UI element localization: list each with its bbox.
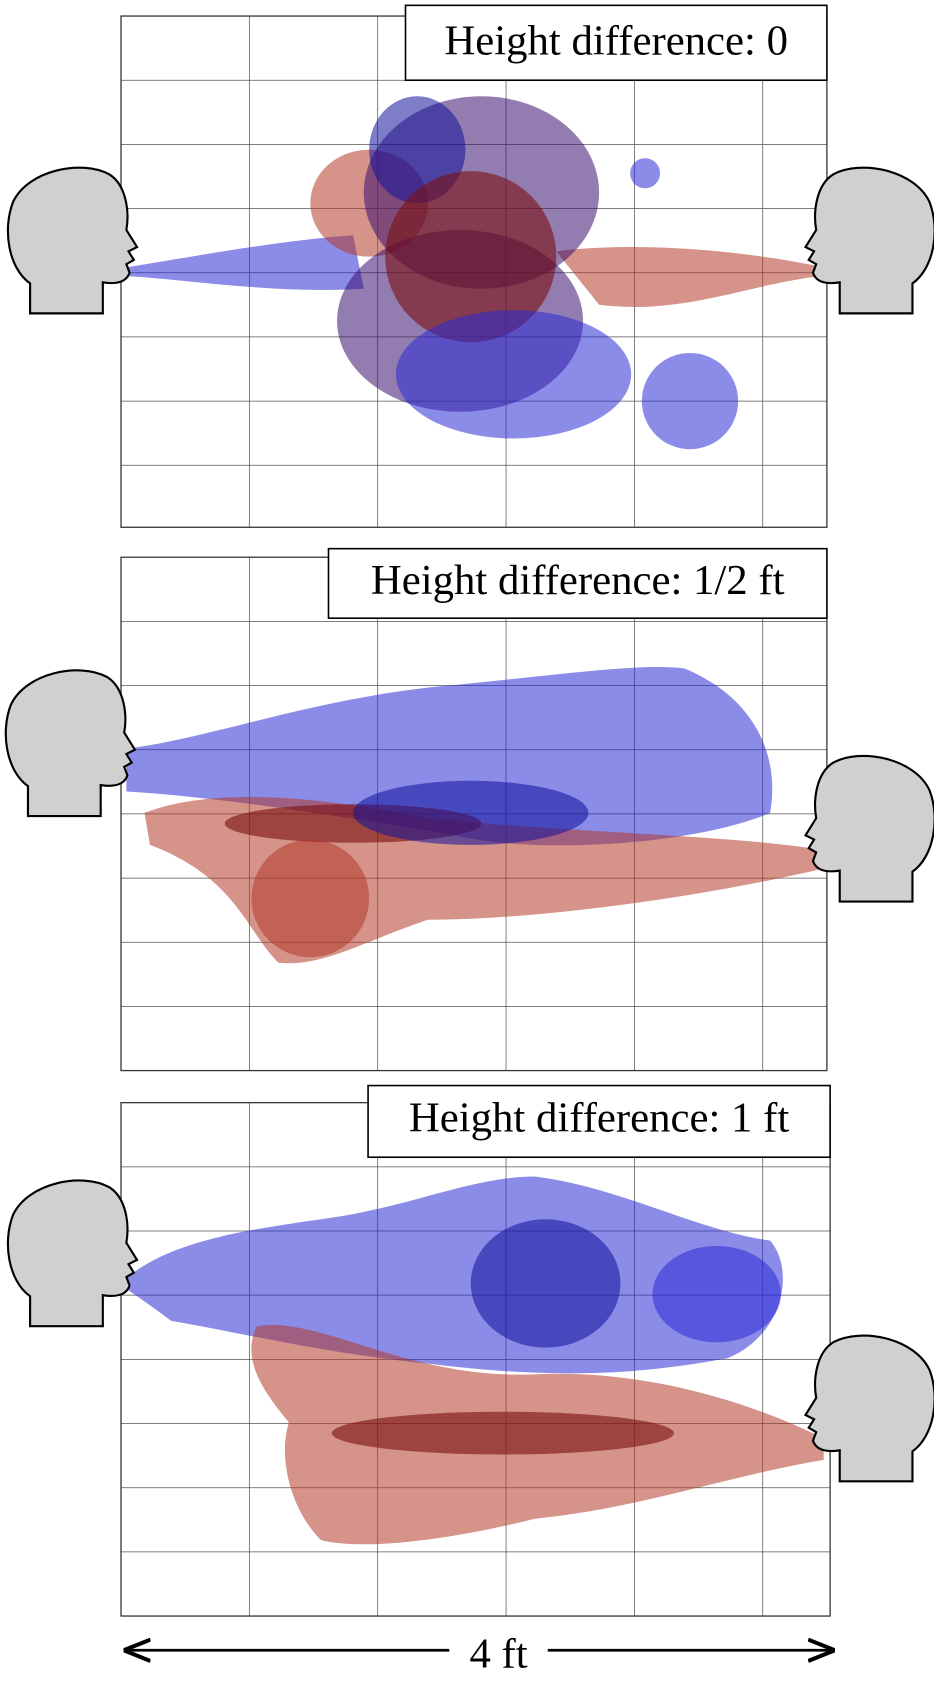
panel-label: Height difference: 1/2 ft [371,557,785,604]
scale-label: 4 ft [469,1631,527,1677]
head-left [8,168,137,314]
head-right [806,756,934,902]
plume-panel-2 [126,667,823,963]
figure: Height difference: 0 Height difference: … [0,0,934,1677]
panel-label: Height difference: 1 ft [409,1095,789,1142]
plume-panel-1 [126,96,823,449]
head-left [8,1181,137,1327]
panel-label: Height difference: 0 [444,18,788,65]
head-right [806,1336,934,1482]
head-right [806,168,934,314]
plume-panel-3 [126,1176,823,1544]
page: {"panels": [ {"label": "Height differenc… [0,0,934,1677]
head-left [6,670,135,816]
